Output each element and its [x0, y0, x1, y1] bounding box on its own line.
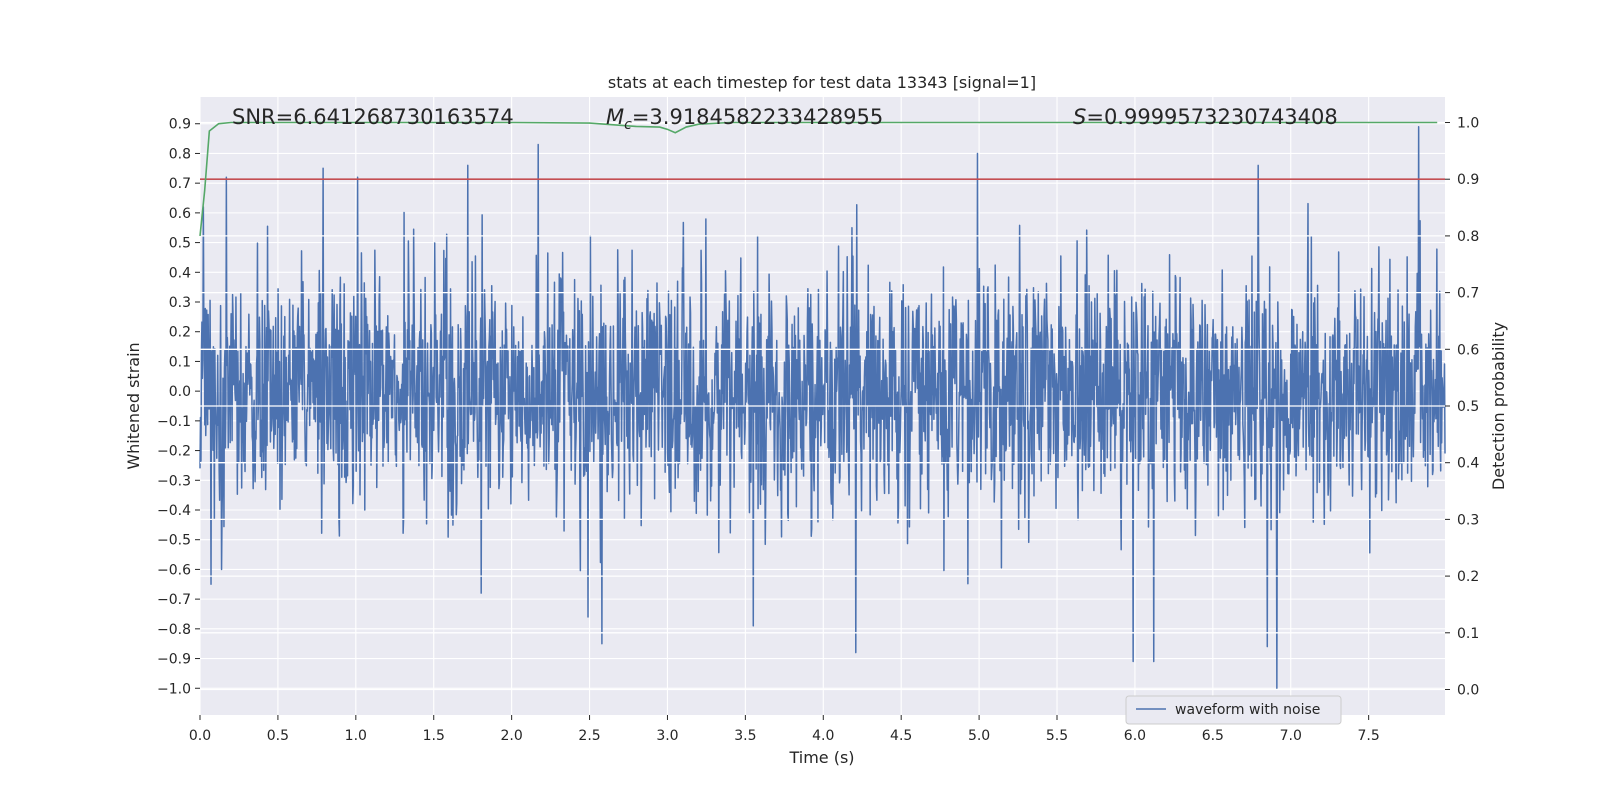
y-tick-label: −0.4: [157, 503, 191, 519]
x-tick-label: 1.0: [345, 728, 367, 744]
legend: waveform with noise: [1125, 695, 1342, 725]
y-axis-ticks: 0.9 0.8 0.7 0.6 0.5 0.4 0.3 0.2 0.1 0.0 −0.1 −0.2 −0…: [157, 117, 200, 697]
x-tick-label: 3.0: [656, 728, 678, 744]
x-axis-label: Time (s): [788, 748, 854, 767]
x-tick-label: 7.0: [1280, 728, 1302, 744]
chirp-mass-annotation: Mc=3.9184582233428955: [606, 105, 883, 133]
y-tick-label: 0.8: [169, 146, 191, 162]
y2-tick-label: 0.9: [1457, 172, 1479, 188]
y-tick-label: 0.1: [169, 354, 191, 370]
y-tick-label: −0.9: [157, 652, 191, 668]
y-tick-label: 0.5: [169, 236, 191, 252]
y2-tick-label: 0.5: [1457, 399, 1479, 415]
x-tick-label: 4.5: [890, 728, 912, 744]
y-tick-label: −0.1: [157, 414, 191, 430]
mc-symbol: M: [606, 105, 624, 129]
y2-tick-label: 0.1: [1457, 626, 1479, 642]
y-tick-label: 0.6: [169, 206, 191, 222]
y2-tick-label: 0.8: [1457, 229, 1479, 245]
mc-subscript: c: [624, 117, 632, 133]
y-tick-label: −0.5: [157, 533, 191, 549]
y2-axis-label: Detection probability: [1489, 322, 1508, 490]
score-annotation: S=0.9999573230743408: [1073, 105, 1338, 129]
y-axis-label: Whitened strain: [124, 342, 143, 469]
y2-tick-label: 0.0: [1457, 682, 1479, 698]
snr-annotation: SNR=6.641268730163574: [232, 105, 514, 129]
mc-value: =3.9184582233428955: [632, 105, 883, 129]
y2-tick-label: 0.3: [1457, 512, 1479, 528]
y-tick-label: 0.4: [169, 265, 191, 281]
y-tick-label: −1.0: [157, 681, 191, 697]
y-tick-label: 0.3: [169, 295, 191, 311]
y-tick-label: −0.8: [157, 622, 191, 638]
y2-tick-label: 0.2: [1457, 569, 1479, 585]
y-tick-label: 0.9: [169, 117, 191, 133]
y-tick-label: 0.7: [169, 176, 191, 192]
s-value: =0.9999573230743408: [1086, 105, 1337, 129]
probability-line: [199, 121, 1438, 236]
x-tick-label: 0.0: [189, 728, 211, 744]
s-symbol: S: [1073, 105, 1086, 129]
x-tick-label: 2.0: [501, 728, 523, 744]
x-tick-label: 6.0: [1124, 728, 1146, 744]
y-tick-label: 0.0: [169, 384, 191, 400]
x-tick-label: 3.5: [734, 728, 756, 744]
x-tick-label: 2.5: [578, 728, 600, 744]
x-tick-label: 5.5: [1046, 728, 1068, 744]
y-tick-label: −0.7: [157, 592, 191, 608]
x-tick-label: 1.5: [423, 728, 445, 744]
x-tick-label: 5.0: [968, 728, 990, 744]
legend-label: waveform with noise: [1175, 702, 1320, 718]
y2-tick-label: 0.6: [1457, 342, 1479, 358]
y2-tick-label: 0.4: [1457, 456, 1479, 472]
waveform-series: [199, 125, 1446, 690]
probability-series: [199, 121, 1438, 236]
x-tick-label: 0.5: [267, 728, 289, 744]
y-tick-label: 0.2: [169, 325, 191, 341]
chart-title: stats at each timestep for test data 133…: [608, 73, 1036, 92]
x-tick-label: 4.0: [812, 728, 834, 744]
x-tick-label: 7.5: [1358, 728, 1380, 744]
y-tick-label: −0.6: [157, 562, 191, 578]
legend-box: [1125, 695, 1342, 725]
y2-axis-ticks: 1.0 0.9 0.8 0.7 0.6 0.5 0.4 0.3 0.2 0.1 0.0: [1445, 116, 1479, 698]
y2-tick-label: 1.0: [1457, 116, 1479, 132]
waveform-line: [199, 125, 1446, 690]
y-tick-label: −0.2: [157, 444, 191, 460]
y2-tick-label: 0.7: [1457, 286, 1479, 302]
x-tick-label: 6.5: [1202, 728, 1224, 744]
y-tick-label: −0.3: [157, 473, 191, 489]
